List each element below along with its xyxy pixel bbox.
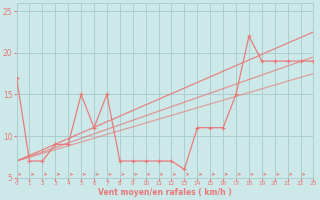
X-axis label: Vent moyen/en rafales ( km/h ): Vent moyen/en rafales ( km/h ) [98, 188, 232, 197]
